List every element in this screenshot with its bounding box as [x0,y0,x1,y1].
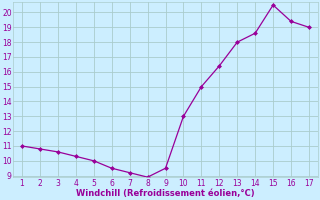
X-axis label: Windchill (Refroidissement éolien,°C): Windchill (Refroidissement éolien,°C) [76,189,255,198]
